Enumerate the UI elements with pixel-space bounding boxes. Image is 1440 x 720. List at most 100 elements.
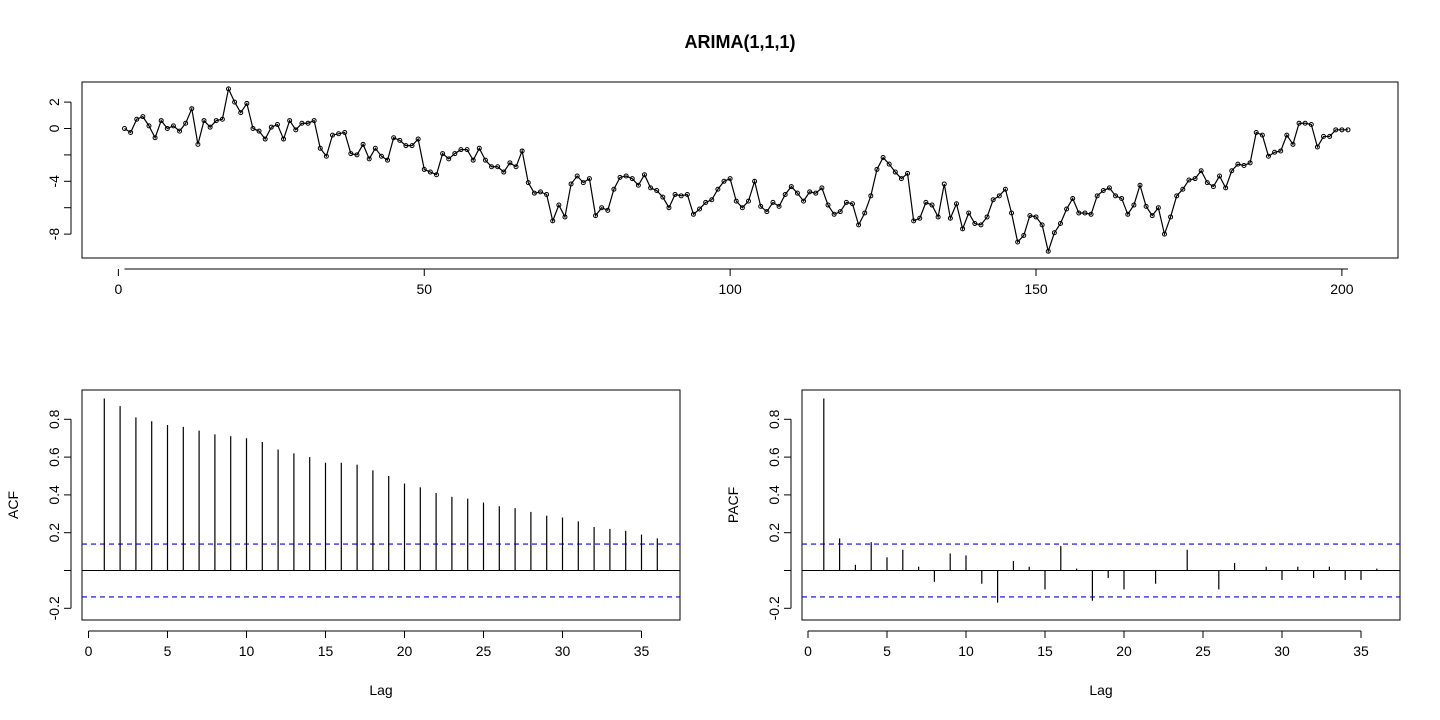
data-point [617,174,623,180]
x-tick-label: 200 [1330,281,1354,297]
data-point [1235,161,1241,167]
data-point [605,207,611,213]
x-tick-label: 5 [164,643,172,659]
y-tick-label: 0 [46,124,62,132]
data-point [568,181,574,187]
data-point [733,198,739,204]
y-tick-label: -8 [46,228,62,241]
data-point [727,176,733,182]
data-point [611,186,617,192]
data-point [1027,213,1033,219]
x-tick-label: 30 [1274,643,1290,659]
data-point [152,135,158,141]
data-point [170,123,176,129]
data-point [898,176,904,182]
data-point [470,157,476,163]
data-point [268,124,274,130]
data-point [250,126,256,131]
pacf-panel: 0 5 10 15 20 25 30 35 Lag -0.2 0.2 0.4 0.6 0.8 PACF [725,389,1401,698]
plot-frame [81,389,681,621]
data-point [868,193,874,199]
data-point [122,126,127,131]
data-point [433,172,439,178]
data-point [1217,173,1223,179]
data-point [329,132,335,138]
data-point [1327,133,1333,139]
data-point [593,213,599,219]
data-point [874,166,880,172]
x-tick-label: 50 [416,281,432,297]
data-point [862,210,868,216]
acf-panel: 0 5 10 15 20 25 30 35 Lag -0.2 0.2 0.4 0.6 0.8 ACF [5,389,681,698]
data-point [213,118,219,124]
data-point [397,137,403,143]
data-point [764,209,770,215]
data-point [544,192,550,197]
data-point [531,190,537,196]
y-tick-label: 0.6 [46,447,62,467]
data-point [293,127,299,133]
data-point [880,155,886,161]
data-point [709,197,715,203]
data-point [1302,120,1308,126]
data-point [599,205,605,211]
x-axis-label: Lag [1089,682,1112,698]
data-point [244,100,250,106]
data-point [819,185,825,191]
data-point [164,126,170,131]
x-tick-label: 25 [476,643,492,659]
plot-frame [801,389,1401,621]
x-tick-label: 10 [958,643,974,659]
x-tick-label: 35 [1353,643,1369,659]
y-tick-label: 0.4 [766,485,782,505]
data-point [458,147,464,153]
data-point [421,166,427,172]
data-point [537,189,543,195]
data-point [697,206,703,212]
data-point [1064,206,1070,212]
data-point [813,190,819,196]
data-point [1125,211,1131,217]
data-point [195,141,201,147]
data-point [427,169,433,175]
data-point [660,194,666,200]
data-point [482,157,488,163]
data-point [366,156,372,162]
data-point [489,164,495,170]
data-point [317,145,323,151]
data-point [225,86,231,92]
data-point [134,116,140,122]
data-point [947,215,953,221]
data-point [935,214,941,220]
x-tick-label: 35 [634,643,650,659]
data-point [580,180,586,186]
data-point [1210,184,1216,190]
data-point [1308,122,1314,128]
data-point [556,202,562,208]
data-point [941,181,947,187]
data-point [911,218,917,224]
data-point [752,178,758,184]
x-tick-label: 20 [1116,643,1132,659]
data-point [715,186,721,192]
data-point [953,201,959,207]
data-point [1057,221,1063,227]
data-point [721,178,727,184]
data-point [1094,193,1100,199]
data-point [843,199,849,205]
data-point [1259,132,1265,138]
data-point [1333,127,1339,133]
data-point [1314,144,1320,150]
data-point [262,136,268,142]
data-point [378,153,384,159]
data-point [635,182,641,188]
data-point [905,170,911,176]
y-tick-label: 0.6 [766,447,782,467]
data-point [201,118,207,124]
data-point [519,148,525,154]
data-point [960,226,966,232]
data-point [1174,193,1180,199]
y-tick-label: 0.2 [766,523,782,543]
data-point [782,192,788,197]
x-tick-label: 0 [114,281,122,297]
